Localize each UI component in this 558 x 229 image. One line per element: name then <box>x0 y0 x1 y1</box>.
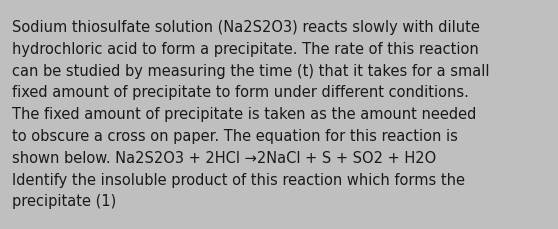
Text: Identify the insoluble product of this reaction which forms the: Identify the insoluble product of this r… <box>12 172 465 187</box>
Text: The fixed amount of precipitate is taken as the amount needed: The fixed amount of precipitate is taken… <box>12 107 477 122</box>
Text: fixed amount of precipitate to form under different conditions.: fixed amount of precipitate to form unde… <box>12 85 469 100</box>
Text: to obscure a cross on paper. The equation for this reaction is: to obscure a cross on paper. The equatio… <box>12 128 458 143</box>
Text: precipitate (1): precipitate (1) <box>12 194 116 208</box>
Text: can be studied by measuring the time (t) that it takes for a small: can be studied by measuring the time (t)… <box>12 63 489 78</box>
Text: Sodium thiosulfate solution (Na2S2O3) reacts slowly with dilute: Sodium thiosulfate solution (Na2S2O3) re… <box>12 20 480 35</box>
Text: shown below. Na2S2O3 + 2HCl →2NaCl + S + SO2 + H2O: shown below. Na2S2O3 + 2HCl →2NaCl + S +… <box>12 150 436 165</box>
Text: hydrochloric acid to form a precipitate. The rate of this reaction: hydrochloric acid to form a precipitate.… <box>12 42 479 57</box>
